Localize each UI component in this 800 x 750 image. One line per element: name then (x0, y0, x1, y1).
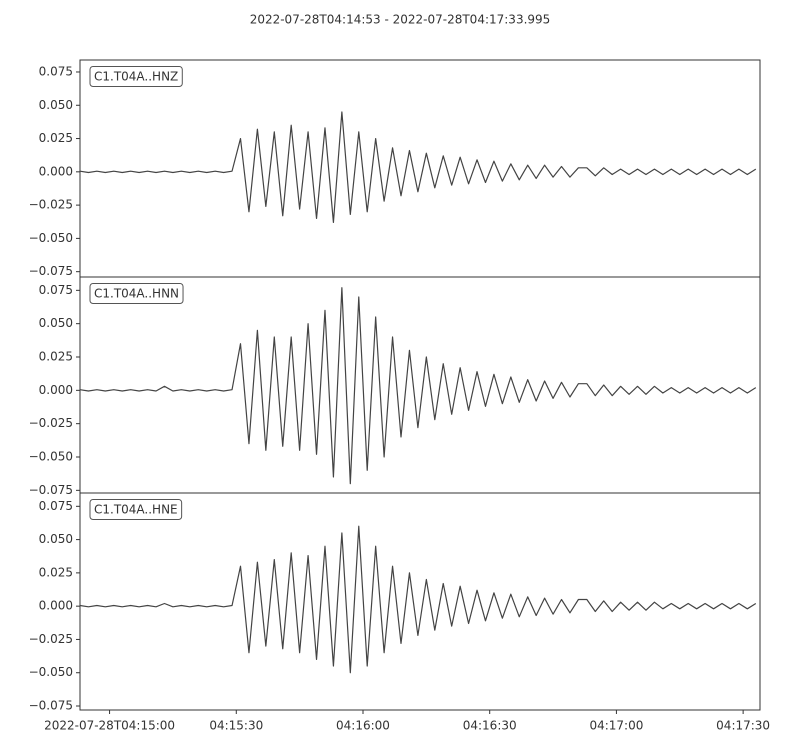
x-tick-label: 04:17:30 (716, 719, 770, 733)
y-tick-label: 0.075 (39, 283, 73, 297)
y-tick-label: 0.025 (39, 350, 73, 364)
trace-label-box (89, 283, 184, 304)
y-tick-label: 0.025 (39, 565, 73, 579)
trace-label: C1.T04A..HNE (94, 503, 178, 517)
trace-label-box (89, 499, 183, 520)
y-tick-label: 0.050 (39, 316, 73, 330)
y-tick-label: 0.050 (39, 532, 73, 546)
waveform (79, 287, 757, 485)
y-tick-label: −0.050 (29, 231, 73, 245)
y-tick-label: 0.025 (39, 131, 73, 145)
y-tick-label: 0.075 (39, 64, 73, 78)
y-tick-label: 0.075 (39, 499, 73, 513)
plot-frame (79, 492, 761, 711)
y-tick-label: −0.075 (29, 699, 73, 713)
plot-frame (79, 59, 761, 278)
y-tick-label: 0.050 (39, 98, 73, 112)
trace-label: C1.T04A..HNZ (94, 70, 178, 84)
y-tick-label: −0.025 (29, 198, 73, 212)
y-tick-label: −0.050 (29, 665, 73, 679)
x-tick-label: 04:16:00 (336, 719, 390, 733)
plot-frame (79, 276, 761, 494)
y-tick-label: 0.000 (39, 383, 73, 397)
y-tick-label: −0.050 (29, 450, 73, 464)
y-tick-label: 0.000 (39, 164, 73, 178)
y-tick-label: −0.075 (29, 483, 73, 497)
waveform (79, 525, 757, 674)
x-tick-label: 04:16:30 (463, 719, 517, 733)
y-tick-label: −0.025 (29, 632, 73, 646)
trace-label: C1.T04A..HNN (94, 287, 179, 301)
waveform (79, 111, 757, 224)
x-tick-label: 04:17:00 (589, 719, 643, 733)
y-tick-label: −0.075 (29, 264, 73, 278)
x-tick-label: 04:15:30 (209, 719, 263, 733)
x-tick-label: 2022-07-28T04:15:00 (44, 719, 175, 733)
y-tick-label: −0.025 (29, 416, 73, 430)
chart-title: 2022-07-28T04:14:53 - 2022-07-28T04:17:3… (250, 13, 551, 27)
y-tick-label: 0.000 (39, 599, 73, 613)
trace-label-box (89, 66, 183, 87)
